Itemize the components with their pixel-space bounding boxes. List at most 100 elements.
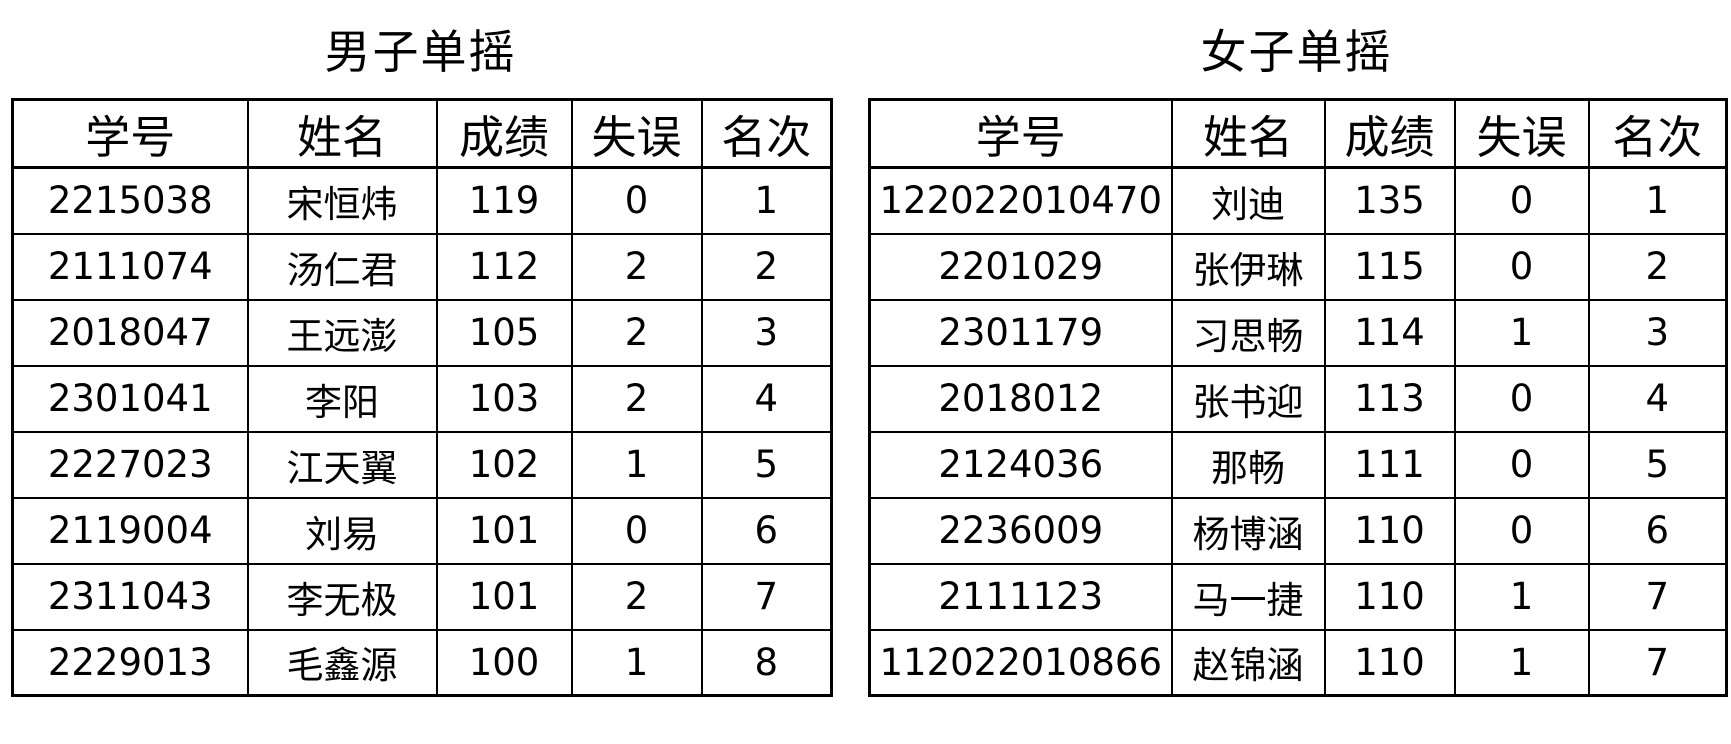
table-cell: 135 (1323, 166, 1456, 235)
table-cell: 101 (435, 562, 573, 631)
table-cell: 2 (570, 562, 703, 631)
table-cell: 5 (1587, 430, 1728, 499)
table-cell: 2201029 (868, 232, 1173, 301)
table-cell: 刘易 (246, 496, 438, 565)
table-cell: 2 (700, 232, 833, 301)
table-cell: 122022010470 (868, 166, 1173, 235)
table-cell: 2 (570, 232, 703, 301)
mens-singles-title: 男子单摇 (324, 25, 517, 79)
table-cell: 江天翼 (246, 430, 438, 499)
column-header: 姓名 (246, 98, 438, 169)
table-cell: 7 (700, 562, 833, 631)
table-row: 2301041 李阳 103 2 4 (11, 364, 833, 433)
table-cell: 李阳 (246, 364, 438, 433)
table-cell: 114 (1323, 298, 1456, 367)
table-cell: 张伊琳 (1170, 232, 1326, 301)
table-cell: 1 (1453, 562, 1590, 631)
table-cell: 那畅 (1170, 430, 1326, 499)
table-cell: 刘迪 (1170, 166, 1326, 235)
table-cell: 2018047 (11, 298, 249, 367)
table-cell: 0 (1453, 232, 1590, 301)
table-cell: 3 (700, 298, 833, 367)
mens-singles-section: 男子单摇 学号 姓名 成绩 失误 名次 2215038 宋恒炜 119 0 1 2111074 汤仁… (11, 0, 833, 697)
table-cell: 6 (1587, 496, 1728, 565)
table-cell: 0 (570, 496, 703, 565)
table-cell: 宋恒炜 (246, 166, 438, 235)
table-cell: 113 (1323, 364, 1456, 433)
womens-singles-section: 女子单摇 学号 姓名 成绩 失误 名次 122022010470 刘迪 135 0 1 22010… (868, 0, 1728, 697)
womens-singles-title: 女子单摇 (1200, 25, 1393, 79)
table-cell: 2301041 (11, 364, 249, 433)
column-header: 姓名 (1170, 98, 1326, 169)
table-row: 2018012 张书迎 113 0 4 (868, 364, 1728, 433)
table-row: 2018047 王远澎 105 2 3 (11, 298, 833, 367)
table-cell: 杨博涵 (1170, 496, 1326, 565)
table-cell: 1 (1587, 166, 1728, 235)
table-cell: 2018012 (868, 364, 1173, 433)
table-cell: 6 (700, 496, 833, 565)
table-cell: 2229013 (11, 628, 249, 697)
column-header: 失误 (570, 98, 703, 169)
table-cell: 1 (570, 628, 703, 697)
table-cell: 汤仁君 (246, 232, 438, 301)
table-cell: 张书迎 (1170, 364, 1326, 433)
table-cell: 马一捷 (1170, 562, 1326, 631)
table-cell: 1 (700, 166, 833, 235)
table-cell: 1 (1453, 298, 1590, 367)
table-cell: 103 (435, 364, 573, 433)
table-cell: 112022010866 (868, 628, 1173, 697)
table-cell: 2111123 (868, 562, 1173, 631)
table-cell: 2119004 (11, 496, 249, 565)
table-row: 122022010470 刘迪 135 0 1 (868, 166, 1728, 235)
header-row: 学号 姓名 成绩 失误 名次 (868, 98, 1728, 169)
table-cell: 赵锦涵 (1170, 628, 1326, 697)
table-cell: 5 (700, 430, 833, 499)
column-header: 名次 (1587, 98, 1728, 169)
table-row: 2124036 那畅 111 0 5 (868, 430, 1728, 499)
womens-singles-results-table: 学号 姓名 成绩 失误 名次 122022010470 刘迪 135 0 1 2201029 张伊琳… (868, 98, 1728, 697)
column-header: 学号 (868, 98, 1173, 169)
table-cell: 2 (1587, 232, 1728, 301)
mens-singles-results-table: 学号 姓名 成绩 失误 名次 2215038 宋恒炜 119 0 1 2111074 汤仁君 112 2… (11, 98, 833, 697)
table-cell: 2311043 (11, 562, 249, 631)
table-cell: 7 (1587, 562, 1728, 631)
table-cell: 王远澎 (246, 298, 438, 367)
table-row: 2201029 张伊琳 115 0 2 (868, 232, 1728, 301)
table-cell: 102 (435, 430, 573, 499)
table-cell: 2 (570, 364, 703, 433)
table-row: 2111123 马一捷 110 1 7 (868, 562, 1728, 631)
table-cell: 101 (435, 496, 573, 565)
table-row: 112022010866 赵锦涵 110 1 7 (868, 628, 1728, 697)
table-cell: 111 (1323, 430, 1456, 499)
table-cell: 0 (1453, 496, 1590, 565)
table-row: 2111074 汤仁君 112 2 2 (11, 232, 833, 301)
table-cell: 110 (1323, 562, 1456, 631)
table-cell: 115 (1323, 232, 1456, 301)
table-row: 2227023 江天翼 102 1 5 (11, 430, 833, 499)
table-cell: 0 (1453, 166, 1590, 235)
table-cell: 110 (1323, 628, 1456, 697)
column-header: 失误 (1453, 98, 1590, 169)
table-cell: 毛鑫源 (246, 628, 438, 697)
table-cell: 李无极 (246, 562, 438, 631)
table-cell: 112 (435, 232, 573, 301)
table-cell: 2124036 (868, 430, 1173, 499)
table-cell: 7 (1587, 628, 1728, 697)
table-cell: 0 (1453, 430, 1590, 499)
column-header: 成绩 (1323, 98, 1456, 169)
table-cell: 2236009 (868, 496, 1173, 565)
column-header: 学号 (11, 98, 249, 169)
table-cell: 1 (1453, 628, 1590, 697)
table-cell: 3 (1587, 298, 1728, 367)
table-cell: 110 (1323, 496, 1456, 565)
table-cell: 4 (700, 364, 833, 433)
table-cell: 2215038 (11, 166, 249, 235)
table-row: 2236009 杨博涵 110 0 6 (868, 496, 1728, 565)
table-cell: 119 (435, 166, 573, 235)
table-row: 2229013 毛鑫源 100 1 8 (11, 628, 833, 697)
table-cell: 100 (435, 628, 573, 697)
table-cell: 0 (570, 166, 703, 235)
table-row: 2301179 习思畅 114 1 3 (868, 298, 1728, 367)
table-cell: 8 (700, 628, 833, 697)
